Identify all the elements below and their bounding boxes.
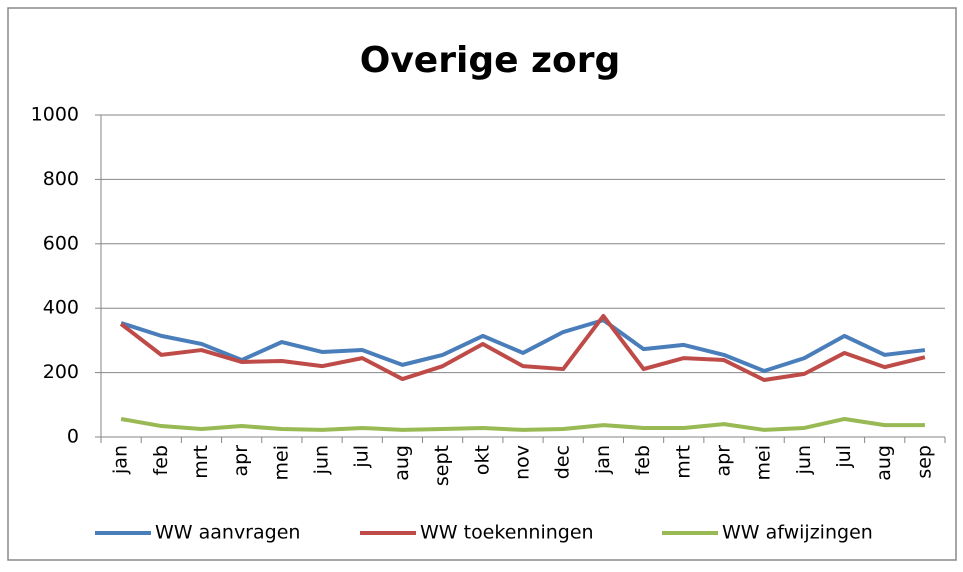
x-tick-label: dec bbox=[552, 445, 574, 479]
y-tick-label: 1000 bbox=[31, 104, 79, 126]
x-tick-label: aug bbox=[391, 445, 413, 481]
x-tick-label: mrt bbox=[190, 445, 212, 479]
x-tick-label: jun bbox=[311, 445, 333, 475]
y-tick-label: 200 bbox=[43, 361, 79, 383]
x-tick-label: mei bbox=[753, 445, 775, 480]
x-tick-label: sep bbox=[913, 445, 935, 479]
series-line bbox=[120, 318, 926, 373]
x-tick-label: apr bbox=[230, 445, 252, 477]
x-tick-label: feb bbox=[150, 445, 172, 475]
legend-label: WW afwijzingen bbox=[722, 522, 873, 544]
x-tick-label: sept bbox=[431, 445, 453, 486]
x-tick-label: jan bbox=[110, 445, 132, 475]
series-line bbox=[119, 313, 926, 383]
x-tick-label: nov bbox=[512, 445, 534, 480]
legend-label: WW toekenningen bbox=[420, 522, 594, 544]
x-tick-label: aug bbox=[873, 445, 895, 481]
y-tick-label: 0 bbox=[67, 426, 79, 448]
x-tick-label: apr bbox=[712, 445, 734, 477]
x-tick-label: feb bbox=[632, 445, 654, 475]
y-tick-label: 800 bbox=[43, 168, 79, 190]
legend-label: WW aanvragen bbox=[155, 522, 300, 544]
y-tick-label: 600 bbox=[43, 232, 79, 254]
x-tick-label: mrt bbox=[672, 445, 694, 479]
x-tick-label: jul bbox=[833, 445, 855, 469]
chart-border bbox=[7, 7, 957, 561]
chart-title: Overige zorg bbox=[360, 40, 621, 81]
x-tick-label: mei bbox=[270, 445, 292, 480]
x-tick-label: jun bbox=[793, 445, 815, 475]
x-tick-label: okt bbox=[471, 445, 493, 475]
y-tick-label: 400 bbox=[43, 297, 79, 319]
x-tick-label: jul bbox=[351, 445, 373, 469]
series-line bbox=[120, 416, 925, 432]
x-tick-label: jan bbox=[592, 445, 614, 475]
